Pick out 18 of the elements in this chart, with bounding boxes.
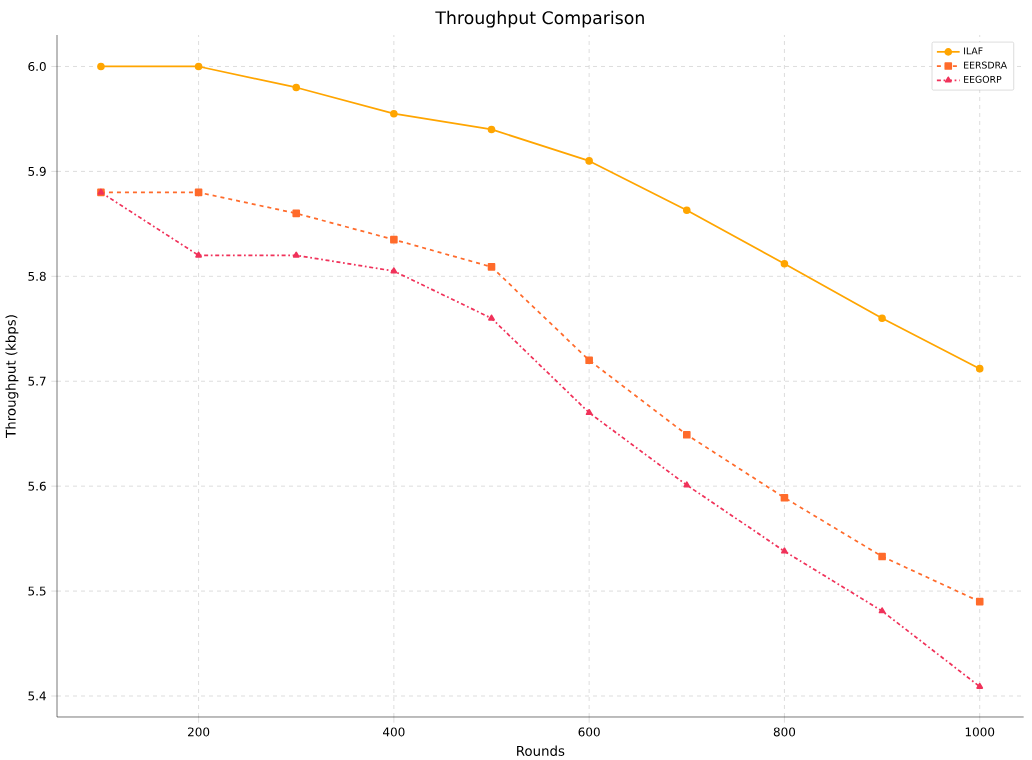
y-tick-label: 5.8 bbox=[28, 271, 46, 281]
y-tick-label: 6.0 bbox=[28, 61, 46, 71]
x-tick-label: 1000 bbox=[965, 727, 995, 737]
x-tick-label: 800 bbox=[773, 727, 796, 737]
y-axis-title: Throughput (kbps) bbox=[5, 315, 19, 438]
x-tick-label: 400 bbox=[383, 727, 405, 737]
y-tick-label: 5.6 bbox=[28, 481, 46, 491]
legend-label: EERSDRA bbox=[964, 61, 1007, 69]
legend-label: ILAF bbox=[964, 47, 983, 55]
y-tick-label: 5.7 bbox=[28, 376, 46, 386]
y-tick-label: 5.9 bbox=[28, 166, 46, 176]
y-tick-label: 5.5 bbox=[28, 586, 46, 596]
legend-label: EEGORP bbox=[964, 75, 1002, 83]
chart-title: Throughput Comparison bbox=[435, 10, 644, 28]
x-tick-label: 200 bbox=[188, 727, 210, 737]
y-tick-label: 5.4 bbox=[28, 691, 46, 701]
x-axis-title: Rounds bbox=[517, 745, 565, 756]
x-tick-label: 600 bbox=[578, 727, 600, 737]
